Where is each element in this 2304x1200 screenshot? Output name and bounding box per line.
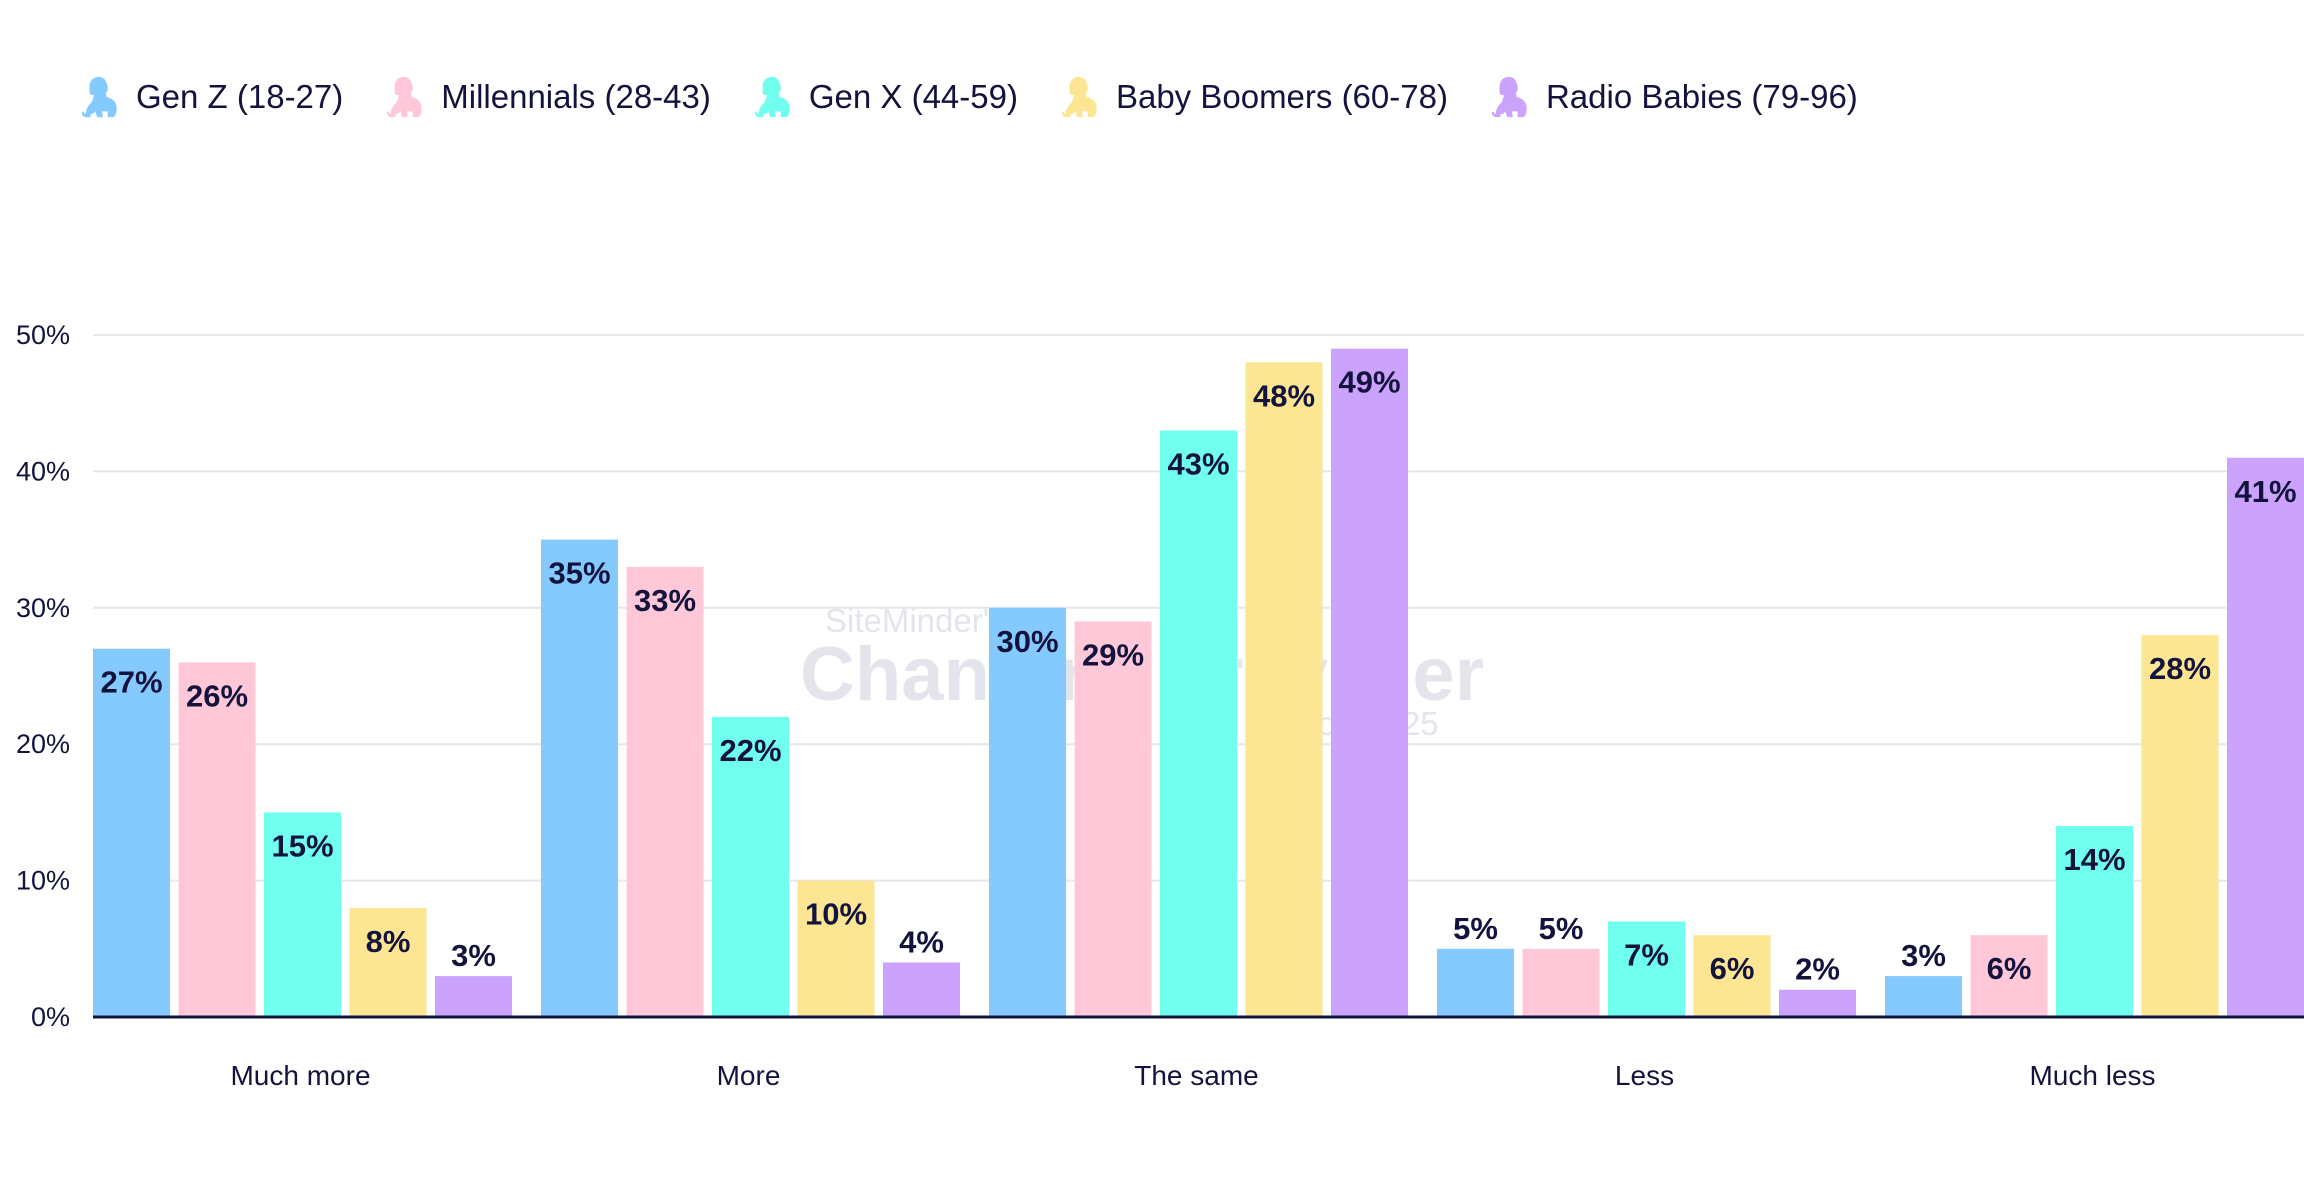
value-label: 15% (271, 828, 333, 863)
bar-much-less-gen-x-44-59 (2056, 826, 2133, 1017)
y-tick-label: 0% (31, 1002, 70, 1032)
legend-item-gen-x-44-59: Gen X (44-59) (751, 74, 1018, 120)
bar-less-baby-boomers-60-78 (1693, 935, 1771, 1017)
value-label: 6% (1710, 951, 1755, 986)
value-label: 5% (1453, 911, 1498, 946)
value-label: 8% (366, 924, 411, 959)
value-label: 7% (1624, 938, 1669, 973)
value-label: 43% (1167, 446, 1229, 481)
value-label: 29% (1082, 637, 1144, 672)
bar-much-less-gen-z-18-27 (1885, 976, 1962, 1017)
bar-more-baby-boomers-60-78 (797, 880, 875, 1017)
bar-more-radio-babies-79-96 (883, 962, 960, 1017)
y-tick-label: 30% (16, 593, 70, 623)
value-label: 27% (100, 665, 162, 700)
value-label: 35% (548, 556, 610, 591)
value-label: 2% (1795, 952, 1840, 987)
bar-much-more-baby-boomers-60-78 (349, 907, 427, 1017)
value-label: 33% (634, 583, 696, 618)
bar-the-same-baby-boomers-60-78 (1245, 362, 1323, 1017)
dog-icon (1491, 76, 1527, 118)
bar-more-gen-z-18-27 (541, 539, 618, 1017)
value-label: 41% (2234, 474, 2296, 509)
category-label-much-more: Much more (230, 1060, 370, 1091)
category-label-less: Less (1615, 1060, 1674, 1091)
y-tick-label: 40% (16, 456, 70, 486)
bar-less-gen-x-44-59 (1608, 921, 1685, 1017)
category-label-the-same: The same (1134, 1060, 1259, 1091)
category-label-more: More (717, 1060, 781, 1091)
bar-less-radio-babies-79-96 (1779, 989, 1856, 1017)
dog-icon (1061, 76, 1097, 118)
x-axis-categories: Much more More The same Less Much less (230, 1060, 2155, 1091)
bar-much-less-radio-babies-79-96 (2227, 457, 2304, 1017)
legend-item-radio-babies-79-96: Radio Babies (79-96) (1488, 74, 1858, 120)
value-label: 49% (1338, 365, 1400, 400)
dog-icon (387, 76, 422, 118)
y-axis-ticks: 0% 10% 20% 30% 40% 50% (16, 320, 70, 1032)
value-label: 22% (719, 733, 781, 768)
value-label: 28% (2149, 651, 2211, 686)
bar-much-more-gen-x-44-59 (264, 812, 341, 1017)
bar-more-millennials-28-43 (626, 566, 704, 1017)
bar-the-same-millennials-28-43 (1074, 621, 1152, 1017)
value-label: 4% (899, 924, 944, 959)
bar-much-more-radio-babies-79-96 (435, 976, 512, 1017)
bar-much-less-millennials-28-43 (1970, 935, 2048, 1017)
legend-label: Radio Babies (79-96) (1545, 78, 1858, 115)
legend-item-millennials-28-43: Millennials (28-43) (383, 74, 711, 120)
value-labels: 27% 26% 15% 8% 3% 35% 33% 22% 10% 4% 30% 29% 43% 48% 4… (100, 365, 2296, 987)
chart-legend: Gen Z (18-27) Millennials (28-43) Gen X (4… (78, 72, 1898, 122)
value-label: 10% (805, 897, 867, 932)
bar-more-gen-x-44-59 (712, 716, 789, 1017)
legend-label: Baby Boomers (60-78) (1115, 78, 1448, 115)
value-label: 3% (451, 938, 496, 973)
legend-label: Gen X (44-59) (808, 78, 1018, 115)
value-label: 3% (1901, 938, 1946, 973)
watermark-line1: SiteMinder's (825, 602, 1006, 639)
bars (93, 348, 2304, 1018)
bar-the-same-gen-x-44-59 (1160, 430, 1237, 1018)
bar-less-millennials-28-43 (1522, 948, 1600, 1017)
legend-item-gen-z-18-27: Gen Z (18-27) (78, 74, 343, 120)
y-tick-label: 10% (16, 866, 70, 896)
bar-much-less-baby-boomers-60-78 (2141, 635, 2219, 1017)
legend-label: Millennials (28-43) (441, 78, 711, 115)
y-tick-label: 20% (16, 729, 70, 759)
value-label: 48% (1253, 378, 1315, 413)
bar-less-gen-z-18-27 (1437, 948, 1514, 1017)
value-label: 5% (1539, 911, 1584, 946)
value-label: 30% (996, 624, 1058, 659)
dog-icon (81, 76, 117, 118)
y-tick-label: 50% (16, 320, 70, 350)
legend-item-baby-boomers-60-78: Baby Boomers (60-78) (1058, 74, 1448, 120)
dog-icon (754, 76, 790, 118)
bar-much-more-millennials-28-43 (178, 662, 256, 1017)
value-label: 6% (1987, 951, 2032, 986)
bar-the-same-gen-z-18-27 (989, 607, 1066, 1017)
bar-much-more-gen-z-18-27 (93, 648, 170, 1017)
bar-the-same-radio-babies-79-96 (1331, 348, 1408, 1017)
legend-label: Gen Z (18-27) (136, 78, 344, 115)
value-label: 14% (2063, 842, 2125, 877)
category-label-much-less: Much less (2029, 1060, 2155, 1091)
value-label: 26% (186, 678, 248, 713)
